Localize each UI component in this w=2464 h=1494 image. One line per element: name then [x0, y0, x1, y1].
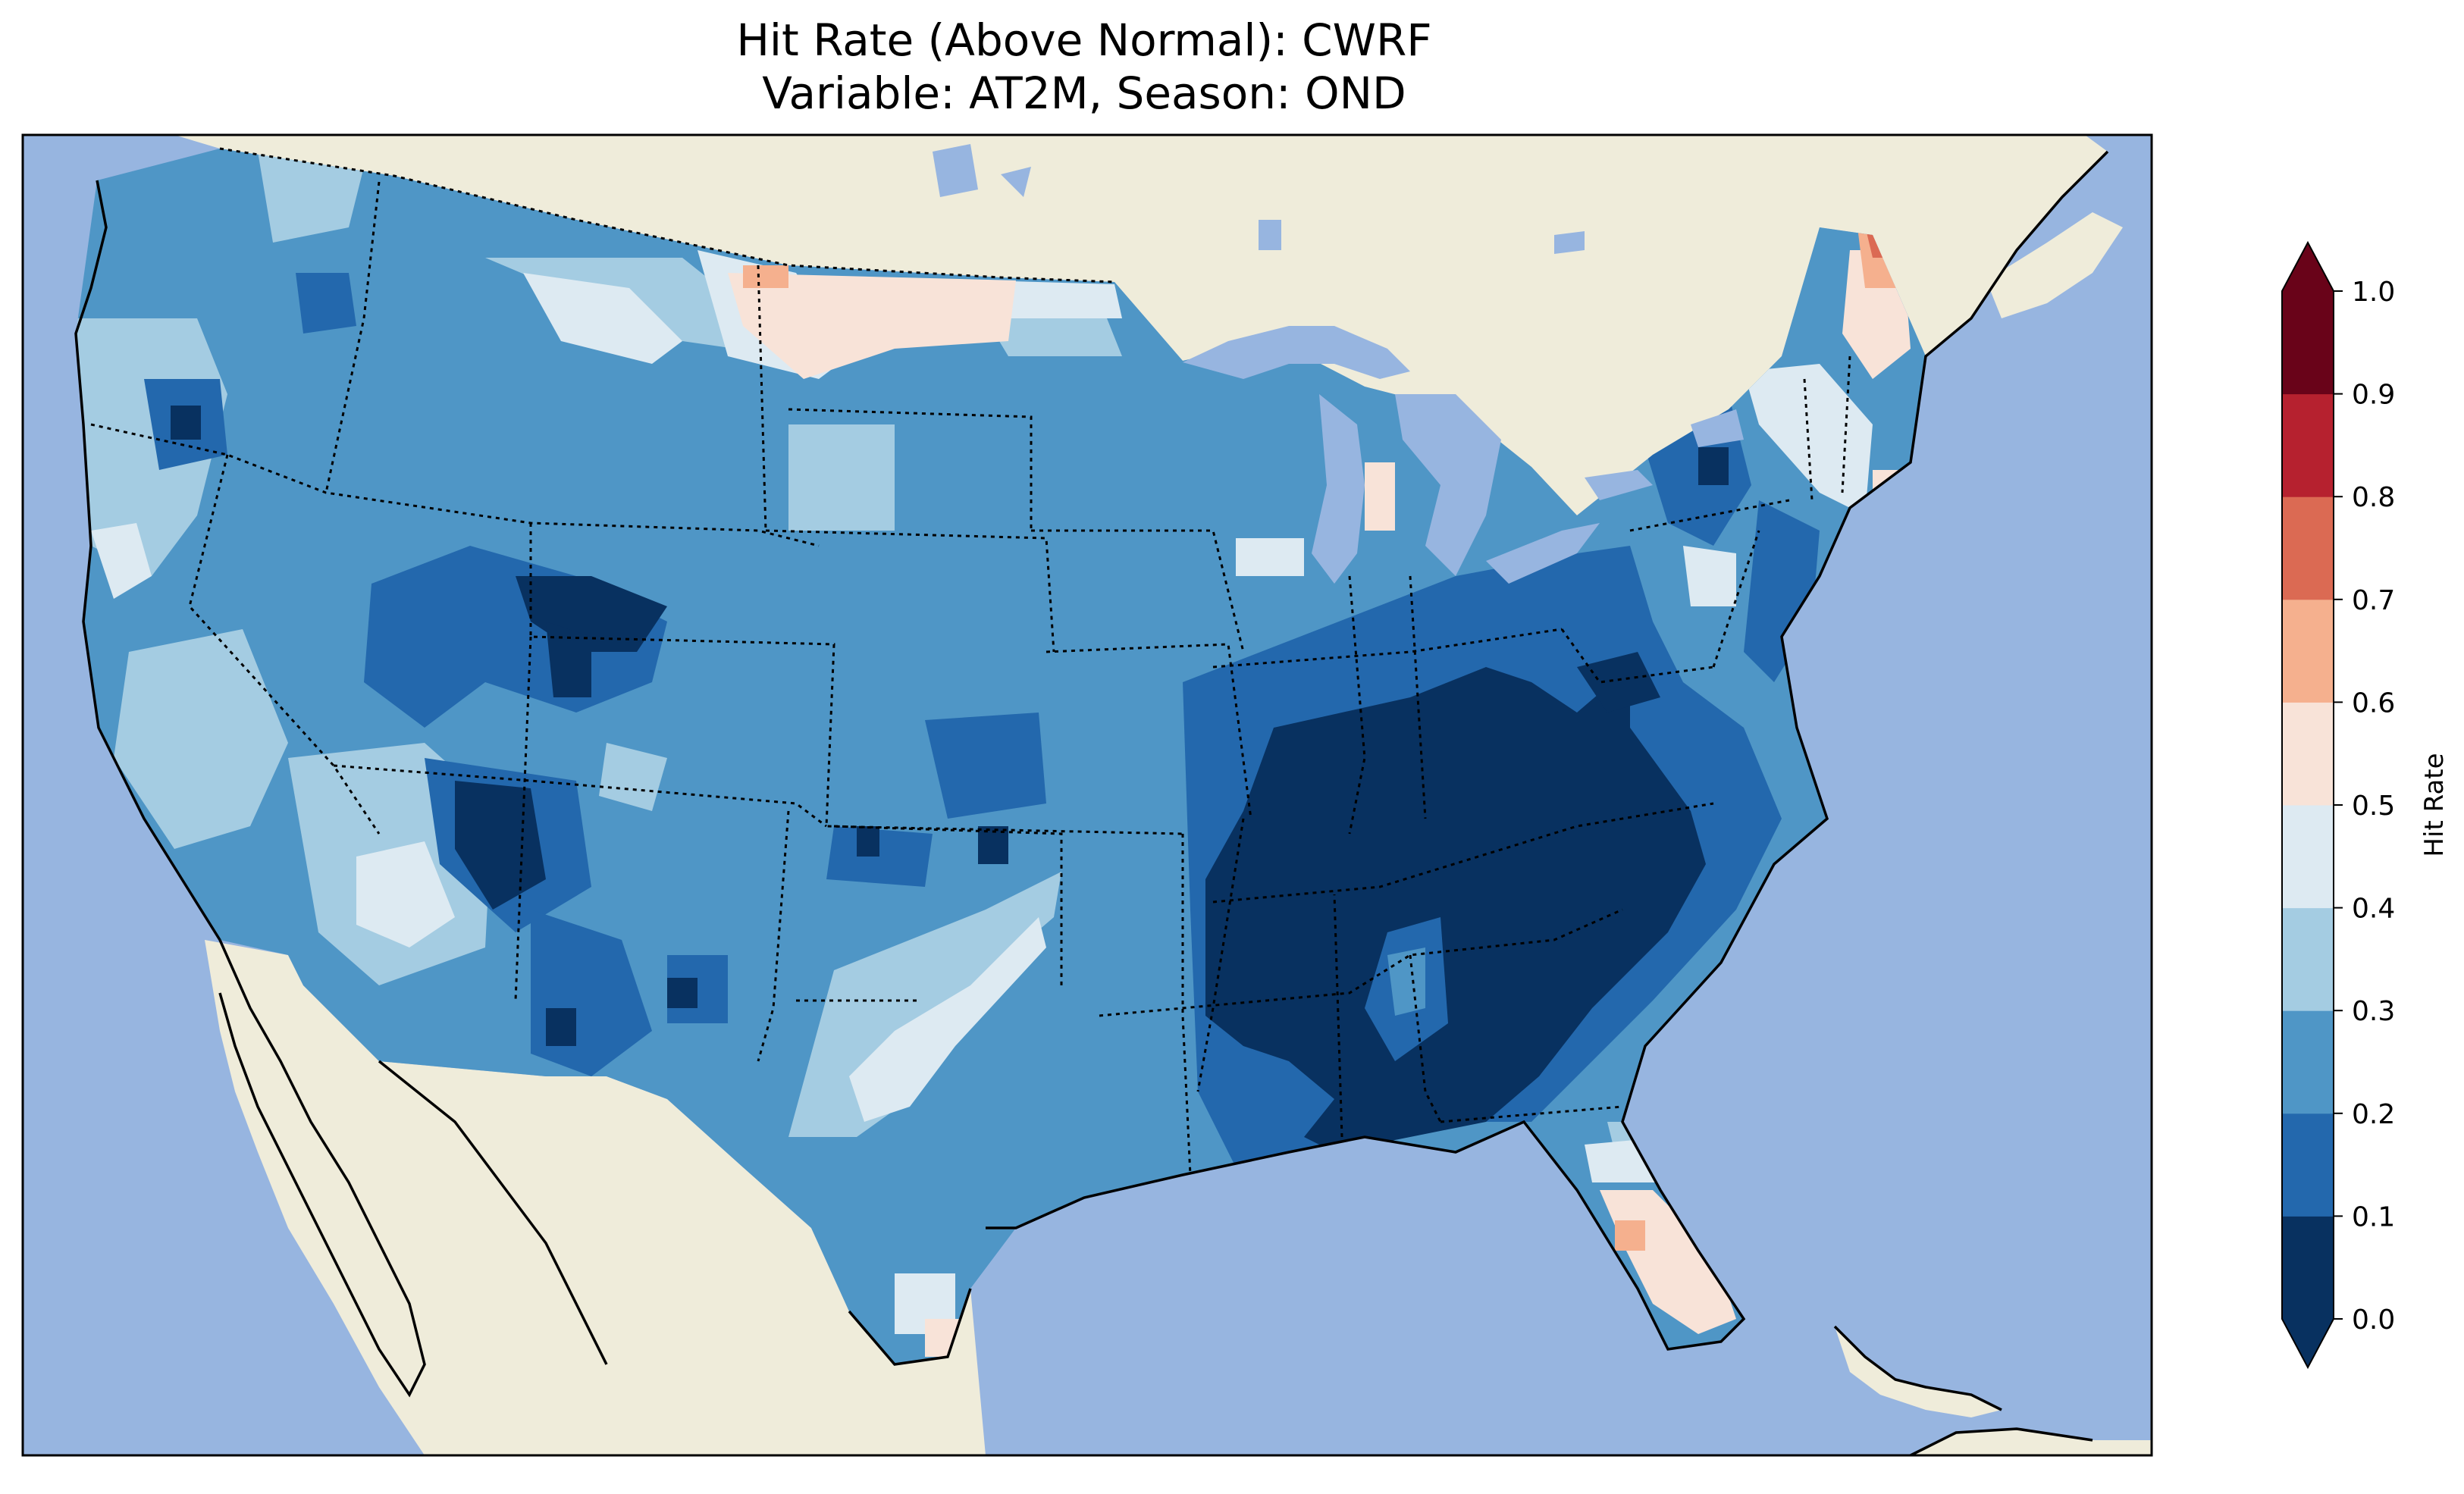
map-area: [23, 135, 2152, 1455]
colorbar: 0.0 0.1 0.2 0.3 0.4 0.5 0.6 0.7 0.8 0.9 1.0 Hit Rat…: [2281, 240, 2450, 1370]
colorbar-tick-label: 0.4: [2352, 894, 2395, 925]
colorbar-tick-label: 0.9: [2352, 380, 2395, 411]
colorbar-segment: [2282, 496, 2334, 600]
colorbar-tick-label: 0.8: [2352, 482, 2395, 513]
lake-erie: [1486, 523, 1600, 584]
colorbar-extend-high: [2282, 243, 2334, 291]
map-title: Hit Rate (Above Normal): CWRF Variable: …: [0, 14, 2168, 120]
colorbar-tick-label: 0.6: [2352, 687, 2395, 719]
canadian-lakes: [933, 144, 1744, 447]
coastlines: [74, 150, 2109, 1455]
map-frame: [21, 133, 2153, 1457]
colorbar-tick-label: 0.3: [2352, 996, 2395, 1027]
baja-peninsula: [212, 947, 425, 1395]
colorbar-tick-label: 0.0: [2352, 1305, 2395, 1336]
colorbar-tick-label: 0.5: [2352, 791, 2395, 822]
great-lakes: [1183, 326, 1653, 584]
colorbar-extend-low: [2282, 1319, 2334, 1367]
cuba-land: [1835, 1326, 2002, 1417]
colorbar-segment: [2282, 1113, 2334, 1217]
hit-rate-band-0.0-0.1: [171, 406, 1729, 1152]
colorbar-segment: [2282, 702, 2334, 806]
colorbar-segment: [2282, 291, 2334, 395]
colorbar-tick-label: 1.0: [2352, 277, 2395, 308]
maritime-land: [1986, 212, 2123, 318]
lake-superior: [1183, 326, 1410, 379]
state-borders: [90, 147, 1851, 1176]
hit-rate-field: [76, 152, 1926, 1357]
lake-ontario: [1585, 470, 1653, 500]
lake-michigan: [1312, 394, 1365, 584]
south-america-land: [1911, 1429, 2152, 1455]
title-line-2: Variable: AT2M, Season: OND: [762, 67, 1406, 119]
colorbar-segment: [2282, 599, 2334, 703]
colorbar-tick-label: 0.7: [2352, 585, 2395, 616]
colorbar-segment: [2282, 1010, 2334, 1114]
lake-huron: [1395, 394, 1501, 576]
colorbar-tick-label: 0.2: [2352, 1099, 2395, 1130]
canada-land: [174, 135, 2108, 515]
colorbar-segment: [2282, 907, 2334, 1011]
colorbar-segment: [2282, 393, 2334, 497]
title-line-1: Hit Rate (Above Normal): CWRF: [736, 14, 1432, 66]
colorbar-label: Hit Rate: [2419, 753, 2450, 857]
colorbar-segment: [2282, 805, 2334, 909]
colorbar-segment: [2282, 1216, 2334, 1320]
colorbar-tick-label: 0.1: [2352, 1201, 2395, 1232]
